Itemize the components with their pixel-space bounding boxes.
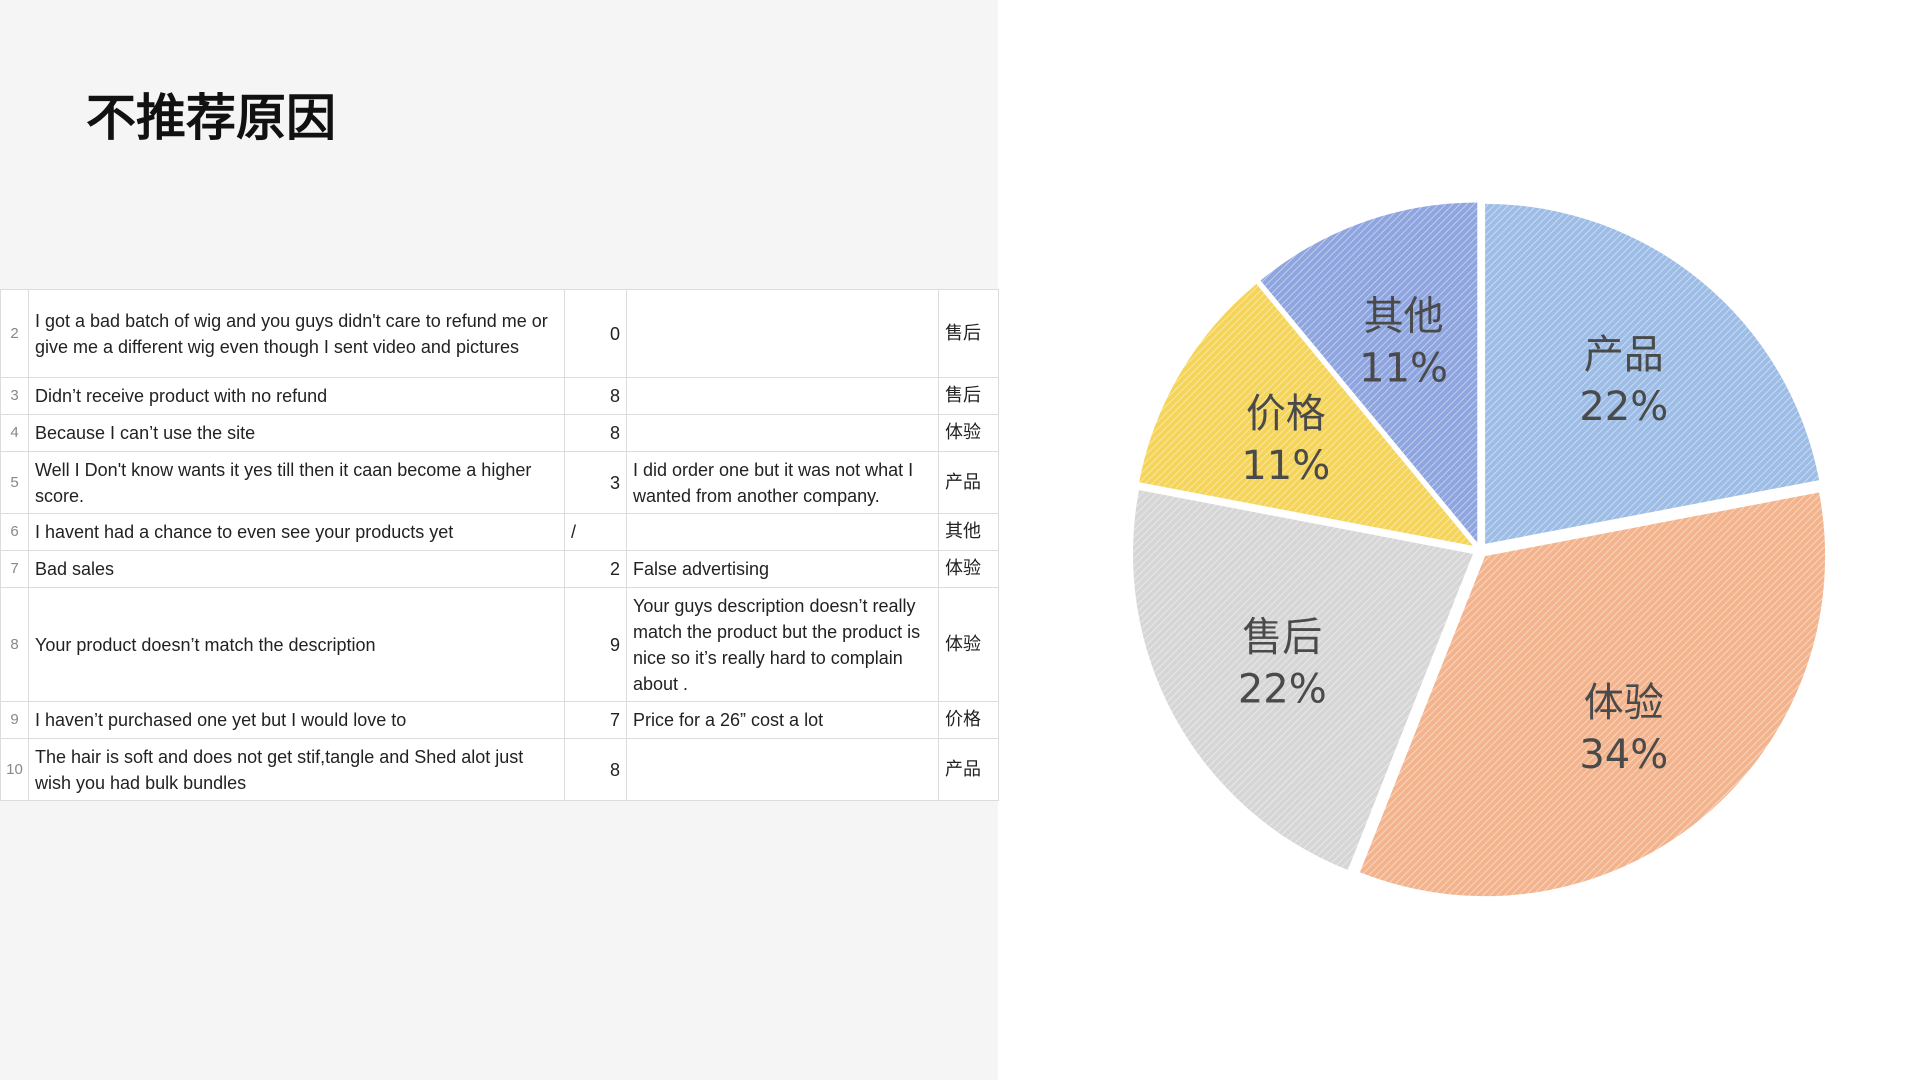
- pie-slice-texture: [1359, 492, 1826, 897]
- pie-chart: 产品 22% 体验 34% 售后 22% 价格 11% 其他 11%: [1120, 190, 1840, 910]
- category-cell[interactable]: 体验: [938, 587, 999, 702]
- comment-cell[interactable]: Didn’t receive product with no refund: [28, 377, 565, 415]
- category-cell[interactable]: 售后: [938, 377, 999, 415]
- score-cell[interactable]: 8: [564, 377, 627, 415]
- pie-slice-label: 价格: [1246, 391, 1326, 437]
- row-number[interactable]: 4: [0, 414, 29, 452]
- table-row: 3 Didn’t receive product with no refund 8 售…: [0, 377, 999, 415]
- row-number[interactable]: 9: [0, 701, 29, 739]
- category-cell[interactable]: 体验: [938, 414, 999, 452]
- pie-slice-label: 售后: [1242, 615, 1322, 661]
- score-cell[interactable]: 2: [564, 550, 627, 588]
- category-cell[interactable]: 产品: [938, 738, 999, 801]
- note-cell[interactable]: [626, 289, 939, 378]
- score-cell[interactable]: 3: [564, 451, 627, 514]
- table-row: 7 Bad sales 2 False advertising 体验: [0, 550, 999, 588]
- table-row: 4 Because I can’t use the site 8 体验: [0, 414, 999, 452]
- category-cell[interactable]: 产品: [938, 451, 999, 514]
- category-cell[interactable]: 体验: [938, 550, 999, 588]
- comment-cell[interactable]: The hair is soft and does not get stif,t…: [28, 738, 565, 801]
- table-row: 8 Your product doesn’t match the descript…: [0, 587, 999, 702]
- note-cell[interactable]: I did order one but it was not what I wa…: [626, 451, 939, 514]
- row-number[interactable]: 8: [0, 587, 29, 702]
- category-cell[interactable]: 售后: [938, 289, 999, 378]
- pie-slice-texture: [1260, 202, 1478, 543]
- score-cell[interactable]: 8: [564, 738, 627, 801]
- comment-cell[interactable]: I havent had a chance to even see your p…: [28, 513, 565, 551]
- pie-slice-label: 其他: [1364, 294, 1444, 340]
- table-row: 10 The hair is soft and does not get stif…: [0, 738, 999, 801]
- note-cell[interactable]: [626, 414, 939, 452]
- row-number[interactable]: 6: [0, 513, 29, 551]
- note-cell[interactable]: Price for a 26” cost a lot: [626, 701, 939, 739]
- comment-cell[interactable]: Bad sales: [28, 550, 565, 588]
- comment-cell[interactable]: Well I Don't know wants it yes till then…: [28, 451, 565, 514]
- pie-slice-texture: [1485, 203, 1820, 544]
- row-number[interactable]: 10: [0, 738, 29, 801]
- pie-slice-percent: 11%: [1241, 443, 1330, 489]
- pie-slice-label: 产品: [1584, 332, 1664, 378]
- comment-cell[interactable]: I haven’t purchased one yet but I would …: [28, 701, 565, 739]
- comment-cell[interactable]: Your product doesn’t match the descripti…: [28, 587, 565, 702]
- score-cell[interactable]: 7: [564, 701, 627, 739]
- comment-cell[interactable]: Because I can’t use the site: [28, 414, 565, 452]
- note-cell[interactable]: [626, 513, 939, 551]
- pie-slice-texture: [1132, 490, 1473, 870]
- pie-slice-percent: 11%: [1359, 346, 1448, 392]
- score-cell[interactable]: /: [564, 513, 627, 551]
- note-cell[interactable]: Your guys description doesn’t really mat…: [626, 587, 939, 702]
- pie-slice-percent: 22%: [1238, 667, 1327, 713]
- row-number[interactable]: 5: [0, 451, 29, 514]
- pie-slice-texture: [1139, 283, 1474, 546]
- pie-slice-percent: 22%: [1579, 384, 1668, 430]
- pie-slice-label: 体验: [1584, 680, 1664, 726]
- note-cell[interactable]: [626, 377, 939, 415]
- table-row: 5 Well I Don't know wants it yes till the…: [0, 451, 999, 514]
- score-cell[interactable]: 8: [564, 414, 627, 452]
- row-number[interactable]: 2: [0, 289, 29, 378]
- row-number[interactable]: 3: [0, 377, 29, 415]
- score-cell[interactable]: 0: [564, 289, 627, 378]
- note-cell[interactable]: [626, 738, 939, 801]
- row-number[interactable]: 7: [0, 550, 29, 588]
- pie-chart-svg: 产品 22% 体验 34% 售后 22% 价格 11% 其他 11%: [1132, 202, 1826, 897]
- category-cell[interactable]: 价格: [938, 701, 999, 739]
- note-cell[interactable]: False advertising: [626, 550, 939, 588]
- category-cell[interactable]: 其他: [938, 513, 999, 551]
- pie-slice-percent: 34%: [1579, 732, 1668, 778]
- comment-cell[interactable]: I got a bad batch of wig and you guys di…: [28, 289, 565, 378]
- page-title: 不推荐原因: [86, 89, 336, 147]
- score-cell[interactable]: 9: [564, 587, 627, 702]
